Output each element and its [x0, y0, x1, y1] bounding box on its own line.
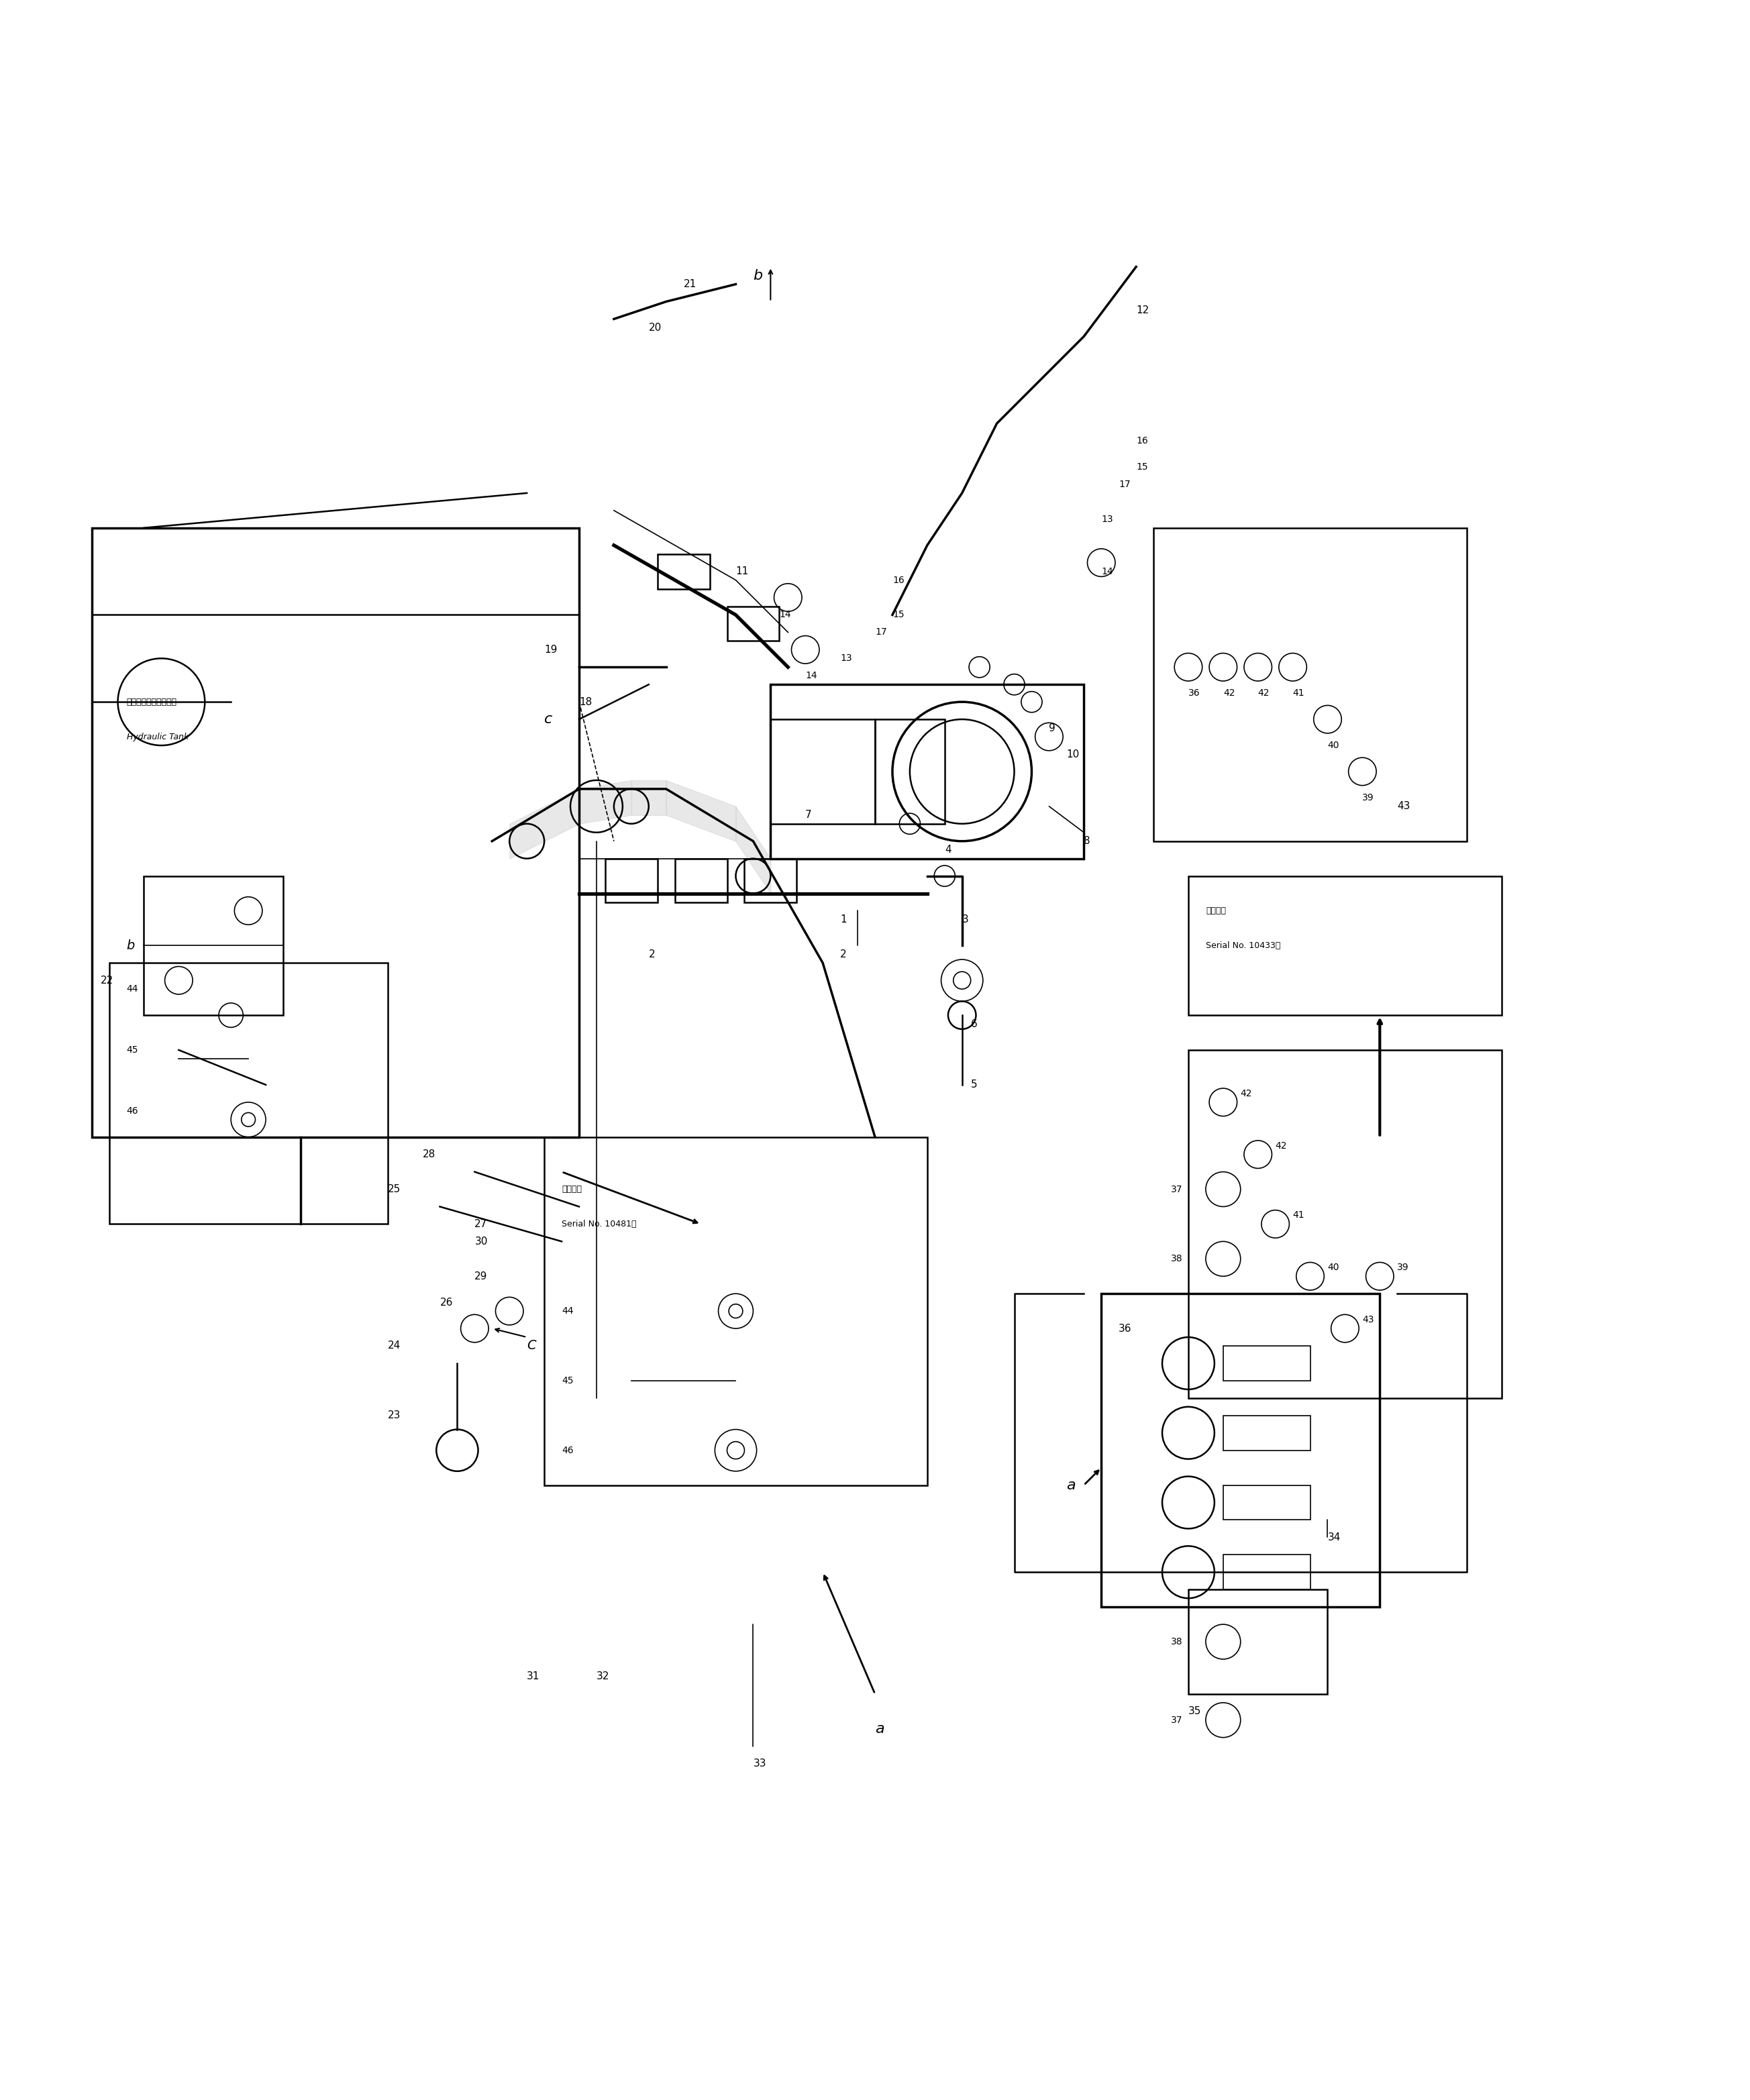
- Text: 42: 42: [1258, 689, 1270, 697]
- Text: 42: 42: [1223, 689, 1236, 697]
- Text: 45: 45: [126, 1046, 138, 1054]
- Text: 38: 38: [1171, 1254, 1183, 1264]
- Text: Serial No. 10481～: Serial No. 10481～: [562, 1220, 637, 1228]
- Text: 3: 3: [962, 914, 968, 924]
- Text: 37: 37: [1171, 1716, 1183, 1724]
- Text: 7: 7: [805, 811, 812, 821]
- Text: 29: 29: [474, 1270, 488, 1281]
- Text: 9: 9: [1048, 722, 1055, 733]
- Text: 24: 24: [387, 1340, 401, 1350]
- Bar: [1188, 1050, 1501, 1399]
- Bar: [605, 859, 658, 903]
- Text: 33: 33: [752, 1758, 766, 1768]
- Bar: [108, 964, 387, 1224]
- Bar: [744, 859, 796, 903]
- Bar: [91, 527, 579, 1136]
- Text: 25: 25: [387, 1184, 401, 1195]
- Bar: [1223, 1554, 1311, 1590]
- Text: 5: 5: [971, 1079, 976, 1090]
- Text: 31: 31: [527, 1672, 539, 1682]
- Bar: [726, 607, 779, 640]
- Text: 37: 37: [1171, 1184, 1183, 1195]
- Text: 17: 17: [1118, 479, 1130, 489]
- Text: 34: 34: [1328, 1533, 1340, 1541]
- Text: 21: 21: [684, 279, 696, 290]
- Bar: [1188, 876, 1501, 1014]
- Text: 1: 1: [840, 914, 847, 924]
- Text: 適用号機: 適用号機: [562, 1184, 581, 1193]
- Text: 38: 38: [1171, 1638, 1183, 1646]
- Text: Hydraulic Tank: Hydraulic Tank: [126, 733, 189, 741]
- Text: 10: 10: [1066, 750, 1080, 760]
- Text: a: a: [875, 1722, 884, 1735]
- Text: 6: 6: [971, 1018, 976, 1029]
- Bar: [544, 1136, 928, 1485]
- Text: 17: 17: [875, 628, 887, 636]
- Bar: [770, 720, 875, 823]
- Text: 35: 35: [1188, 1707, 1200, 1716]
- Text: 44: 44: [562, 1306, 574, 1317]
- Text: 22: 22: [100, 974, 114, 985]
- Text: 8: 8: [1083, 836, 1090, 846]
- Text: Serial No. 10433～: Serial No. 10433～: [1206, 941, 1281, 949]
- Text: c: c: [544, 712, 553, 727]
- Bar: [658, 554, 710, 588]
- Text: 40: 40: [1328, 1262, 1339, 1273]
- Text: b: b: [752, 269, 763, 281]
- Text: 18: 18: [579, 697, 592, 708]
- Bar: [875, 720, 945, 823]
- Text: 15: 15: [1136, 462, 1148, 473]
- Text: 19: 19: [544, 645, 556, 655]
- Text: 36: 36: [1118, 1323, 1132, 1334]
- Text: 26: 26: [439, 1298, 453, 1308]
- Text: 14: 14: [1101, 567, 1113, 575]
- Text: ハイドロリックタンク: ハイドロリックタンク: [126, 697, 177, 706]
- Text: 14: 14: [805, 672, 817, 680]
- Text: 40: 40: [1328, 741, 1339, 750]
- Text: 13: 13: [840, 653, 852, 664]
- Text: 23: 23: [387, 1411, 401, 1420]
- Text: 14: 14: [779, 611, 791, 620]
- Text: 44: 44: [126, 985, 138, 993]
- Text: 適用号機: 適用号機: [1206, 907, 1225, 916]
- Text: 39: 39: [1363, 794, 1374, 802]
- Bar: [1223, 1346, 1311, 1380]
- Text: a: a: [1066, 1478, 1076, 1491]
- Text: C: C: [527, 1340, 535, 1352]
- Text: 43: 43: [1396, 802, 1410, 811]
- Text: 16: 16: [892, 575, 905, 584]
- Text: 15: 15: [892, 611, 905, 620]
- Text: 28: 28: [422, 1149, 436, 1159]
- Text: 42: 42: [1241, 1088, 1253, 1098]
- Text: 13: 13: [1101, 515, 1113, 523]
- Bar: [770, 685, 1083, 859]
- Bar: [1153, 527, 1466, 842]
- Text: 32: 32: [597, 1672, 609, 1682]
- Text: 2: 2: [840, 949, 847, 960]
- Text: 46: 46: [562, 1445, 574, 1455]
- Bar: [144, 876, 284, 1014]
- Text: 41: 41: [1293, 1210, 1304, 1220]
- Text: 27: 27: [474, 1218, 488, 1228]
- Text: 41: 41: [1293, 689, 1304, 697]
- Text: 16: 16: [1136, 437, 1148, 445]
- Text: 42: 42: [1276, 1140, 1286, 1151]
- Text: 45: 45: [562, 1376, 574, 1386]
- Text: 20: 20: [649, 323, 661, 332]
- Bar: [1101, 1294, 1379, 1606]
- Text: 36: 36: [1188, 689, 1200, 697]
- Text: 39: 39: [1396, 1262, 1409, 1273]
- Bar: [676, 859, 726, 903]
- Text: 11: 11: [735, 567, 749, 575]
- Text: 46: 46: [126, 1107, 138, 1115]
- Text: 2: 2: [649, 949, 654, 960]
- Bar: [1223, 1485, 1311, 1520]
- Bar: [1188, 1590, 1328, 1695]
- Text: 30: 30: [474, 1237, 488, 1247]
- Bar: [1223, 1415, 1311, 1451]
- Text: 4: 4: [945, 844, 950, 855]
- Text: 43: 43: [1363, 1315, 1374, 1325]
- Text: 12: 12: [1136, 304, 1150, 315]
- Text: b: b: [126, 939, 135, 951]
